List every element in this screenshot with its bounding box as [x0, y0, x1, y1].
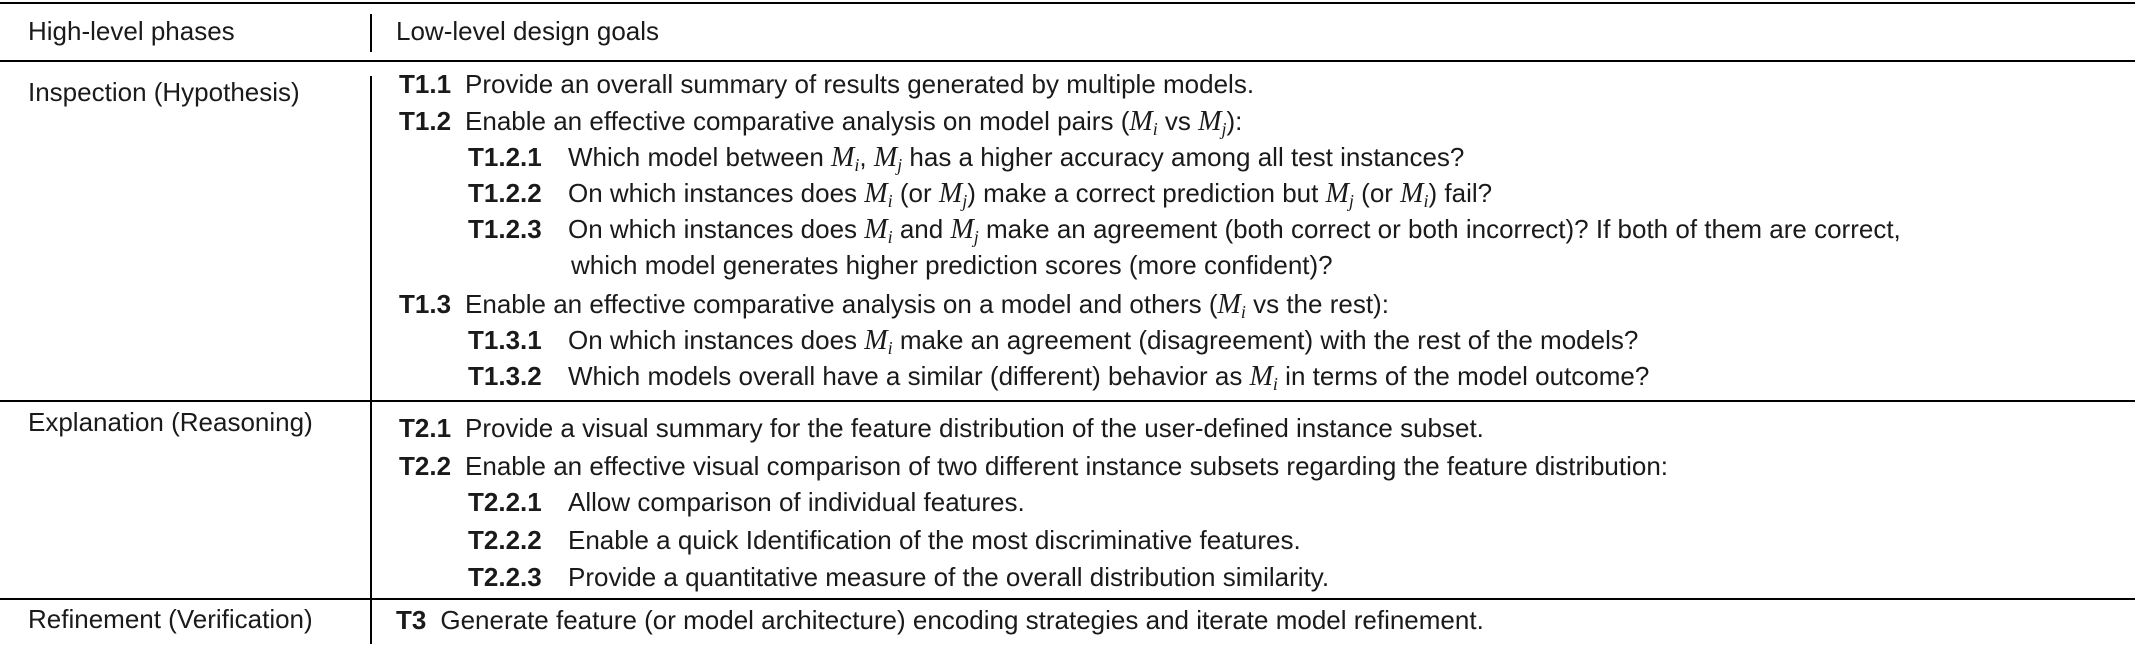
goal-text: in terms of the model outcome? [1277, 361, 1650, 391]
math-mi: Mi [1249, 361, 1278, 394]
goal-text: ): [1226, 106, 1243, 136]
goal-text: Provide a visual summary for the feature… [465, 413, 1484, 443]
goal-id: T1.3.1 [468, 325, 542, 355]
goal-id: T1.2.3 [468, 214, 542, 244]
goal-t1-2-3: T1.2.3 On which instances does Mi and Mj … [468, 211, 1901, 255]
goal-t1-3-1: T1.3.1 On which instances does Mi make an… [468, 322, 1638, 366]
goal-id: T2.2.2 [468, 525, 542, 555]
goal-id: T1.2 [399, 106, 452, 136]
goal-text: Provide an overall summary of results ge… [465, 69, 1255, 99]
goal-t2-2-2: T2.2.2 Enable a quick Identification of t… [468, 522, 1301, 558]
goal-id: T1.2.1 [468, 142, 542, 172]
goal-t1-2-3-continuation: which model generates higher prediction … [571, 250, 1333, 280]
column-divider-header [370, 14, 372, 52]
math-mj: Mj [938, 178, 968, 211]
goal-text: and [892, 214, 951, 244]
goal-text: vs the rest): [1245, 289, 1389, 319]
math-mi: Mi [1217, 289, 1246, 322]
goal-t1-3-2: T1.3.2 Which models overall have a simila… [468, 358, 1649, 402]
goal-t1-2: T1.2 Enable an effective comparative anal… [399, 103, 1242, 147]
goal-text: Enable an effective comparative analysis… [465, 289, 1218, 319]
goal-t1-2-1: T1.2.1 Which model between Mi, Mj has a h… [468, 139, 1464, 183]
goal-text: On which instances does [568, 214, 865, 244]
goal-text: vs [1157, 106, 1199, 136]
goal-text: make an agreement (disagreement) with th… [892, 325, 1639, 355]
math-mi: Mi [864, 178, 893, 211]
goal-id: T2.2.3 [468, 562, 542, 592]
goal-t3: T3 Generate feature (or model architectur… [396, 602, 1484, 638]
goal-id: T2.2 [399, 451, 452, 481]
goal-text: Enable an effective comparative analysis… [465, 106, 1130, 136]
phase-inspection: Inspection (Hypothesis) [28, 77, 300, 107]
header-goals: Low-level design goals [396, 16, 660, 46]
goal-text: ) fail? [1428, 178, 1493, 208]
goal-text: Which models overall have a similar (dif… [568, 361, 1250, 391]
goal-text: Allow comparison of individual features. [568, 487, 1025, 517]
goal-t2-2: T2.2 Enable an effective visual compariso… [399, 448, 1668, 484]
goal-t2-2-1: T2.2.1 Allow comparison of individual fea… [468, 484, 1025, 520]
header-rule [0, 60, 2135, 62]
goal-text: On which instances does [568, 325, 865, 355]
math-mi: Mi [864, 214, 893, 247]
goal-text: ) make a correct prediction but [967, 178, 1326, 208]
goal-id: T2.2.1 [468, 487, 542, 517]
column-divider-body [370, 76, 372, 644]
goal-text: has a higher accuracy among all test ins… [902, 142, 1465, 172]
goal-t1-3: T1.3 Enable an effective comparative anal… [399, 286, 1389, 330]
goal-t1-1: T1.1 Provide an overall summary of result… [399, 66, 1254, 102]
goal-text: Which model between [568, 142, 832, 172]
goal-text: make an agreement (both correct or both … [978, 214, 1901, 244]
goal-text: (or [892, 178, 939, 208]
goal-id: T1.3.2 [468, 361, 542, 391]
math-mj: Mj [950, 214, 979, 247]
section-rule-1 [0, 400, 2135, 402]
goal-t2-2-3: T2.2.3 Provide a quantitative measure of … [468, 559, 1329, 595]
top-rule [0, 2, 2135, 4]
phase-refinement: Refinement (Verification) [28, 604, 313, 634]
math-mj: Mj [873, 142, 903, 175]
goal-id: T1.2.2 [468, 178, 542, 208]
math-mi: Mi [831, 142, 860, 175]
math-mj: Mj [1325, 178, 1354, 211]
math-mi: Mi [864, 325, 893, 358]
goal-text: Enable a quick Identification of the mos… [568, 525, 1301, 555]
goal-text: Provide a quantitative measure of the ov… [568, 562, 1330, 592]
goal-text: , [859, 142, 874, 172]
goal-id: T1.1 [399, 69, 452, 99]
goal-id: T2.1 [399, 413, 452, 443]
section-rule-2 [0, 598, 2135, 600]
goal-id: T3 [396, 605, 427, 635]
goal-id: T1.3 [399, 289, 452, 319]
math-mj: Mj [1198, 106, 1227, 139]
goal-t2-1: T2.1 Provide a visual summary for the fea… [399, 410, 1484, 446]
header-phases: High-level phases [28, 16, 235, 46]
goal-t1-2-2: T1.2.2 On which instances does Mi (or Mj)… [468, 175, 1492, 219]
goal-text: Enable an effective visual comparison of… [465, 451, 1669, 481]
math-mi: Mi [1400, 178, 1429, 211]
math-mi: Mi [1129, 106, 1158, 139]
goal-text: (or [1353, 178, 1401, 208]
goal-text: Generate feature (or model architecture)… [440, 605, 1484, 635]
phase-explanation: Explanation (Reasoning) [28, 407, 313, 437]
goal-text: On which instances does [568, 178, 865, 208]
